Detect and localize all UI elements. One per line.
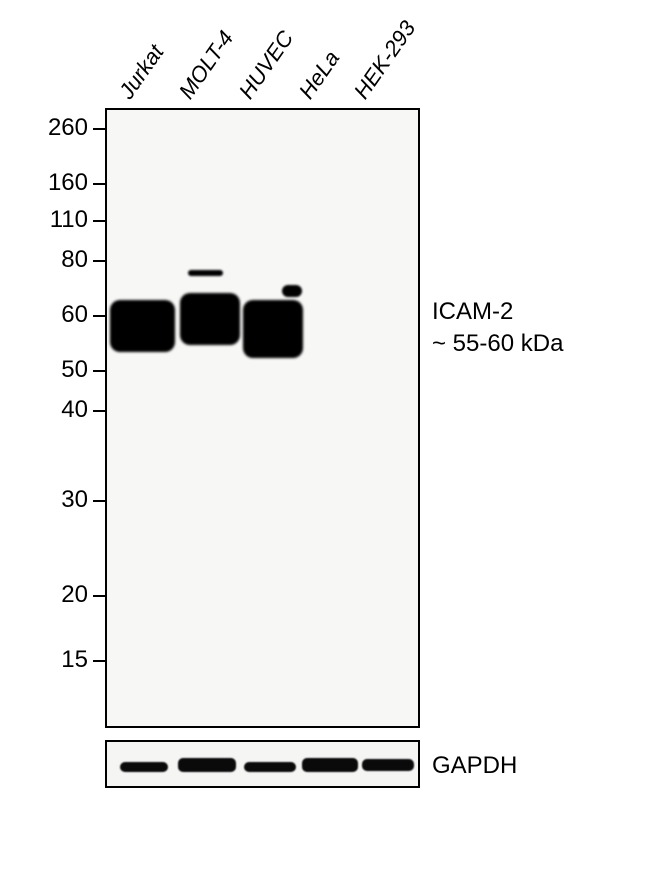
main-blot-box — [105, 108, 420, 728]
mw-label: 15 — [33, 646, 88, 674]
mw-tick — [93, 595, 105, 597]
lane-label: Jurkat — [114, 40, 170, 104]
lane-label: HEK-293 — [349, 16, 422, 104]
gapdh-band — [302, 758, 358, 772]
mw-label: 80 — [33, 246, 88, 274]
mw-tick — [93, 220, 105, 222]
mw-tick — [93, 183, 105, 185]
mw-label: 110 — [33, 206, 88, 234]
mw-label: 20 — [33, 581, 88, 609]
mw-tick — [93, 410, 105, 412]
icam2-smudge — [282, 285, 302, 297]
icam2-band — [180, 293, 240, 345]
mw-label: 260 — [33, 114, 88, 142]
icam2-smudge — [188, 270, 223, 276]
loading-control-name: GAPDH — [432, 752, 517, 780]
mw-label: 40 — [33, 396, 88, 424]
mw-label: 50 — [33, 356, 88, 384]
mw-tick — [93, 660, 105, 662]
lane-label: HUVEC — [234, 26, 299, 104]
lane-label: HeLa — [294, 46, 345, 104]
icam2-band — [243, 300, 303, 358]
mw-tick — [93, 370, 105, 372]
gapdh-band — [244, 762, 296, 772]
gapdh-band — [178, 758, 236, 772]
mw-tick — [93, 128, 105, 130]
lane-label: MOLT-4 — [174, 26, 239, 104]
target-protein-mw: ~ 55-60 kDa — [432, 330, 563, 358]
gapdh-band — [120, 762, 168, 772]
mw-label: 60 — [33, 301, 88, 329]
mw-tick — [93, 315, 105, 317]
target-protein-name: ICAM-2 — [432, 298, 513, 326]
gapdh-band — [362, 759, 414, 771]
icam2-band — [110, 300, 175, 352]
figure-canvas: 260 160 110 80 60 50 40 30 20 15 JurkatMOLT-4HUVE… — [0, 0, 650, 871]
mw-tick — [93, 260, 105, 262]
mw-tick — [93, 500, 105, 502]
mw-label: 30 — [33, 486, 88, 514]
mw-label: 160 — [33, 169, 88, 197]
